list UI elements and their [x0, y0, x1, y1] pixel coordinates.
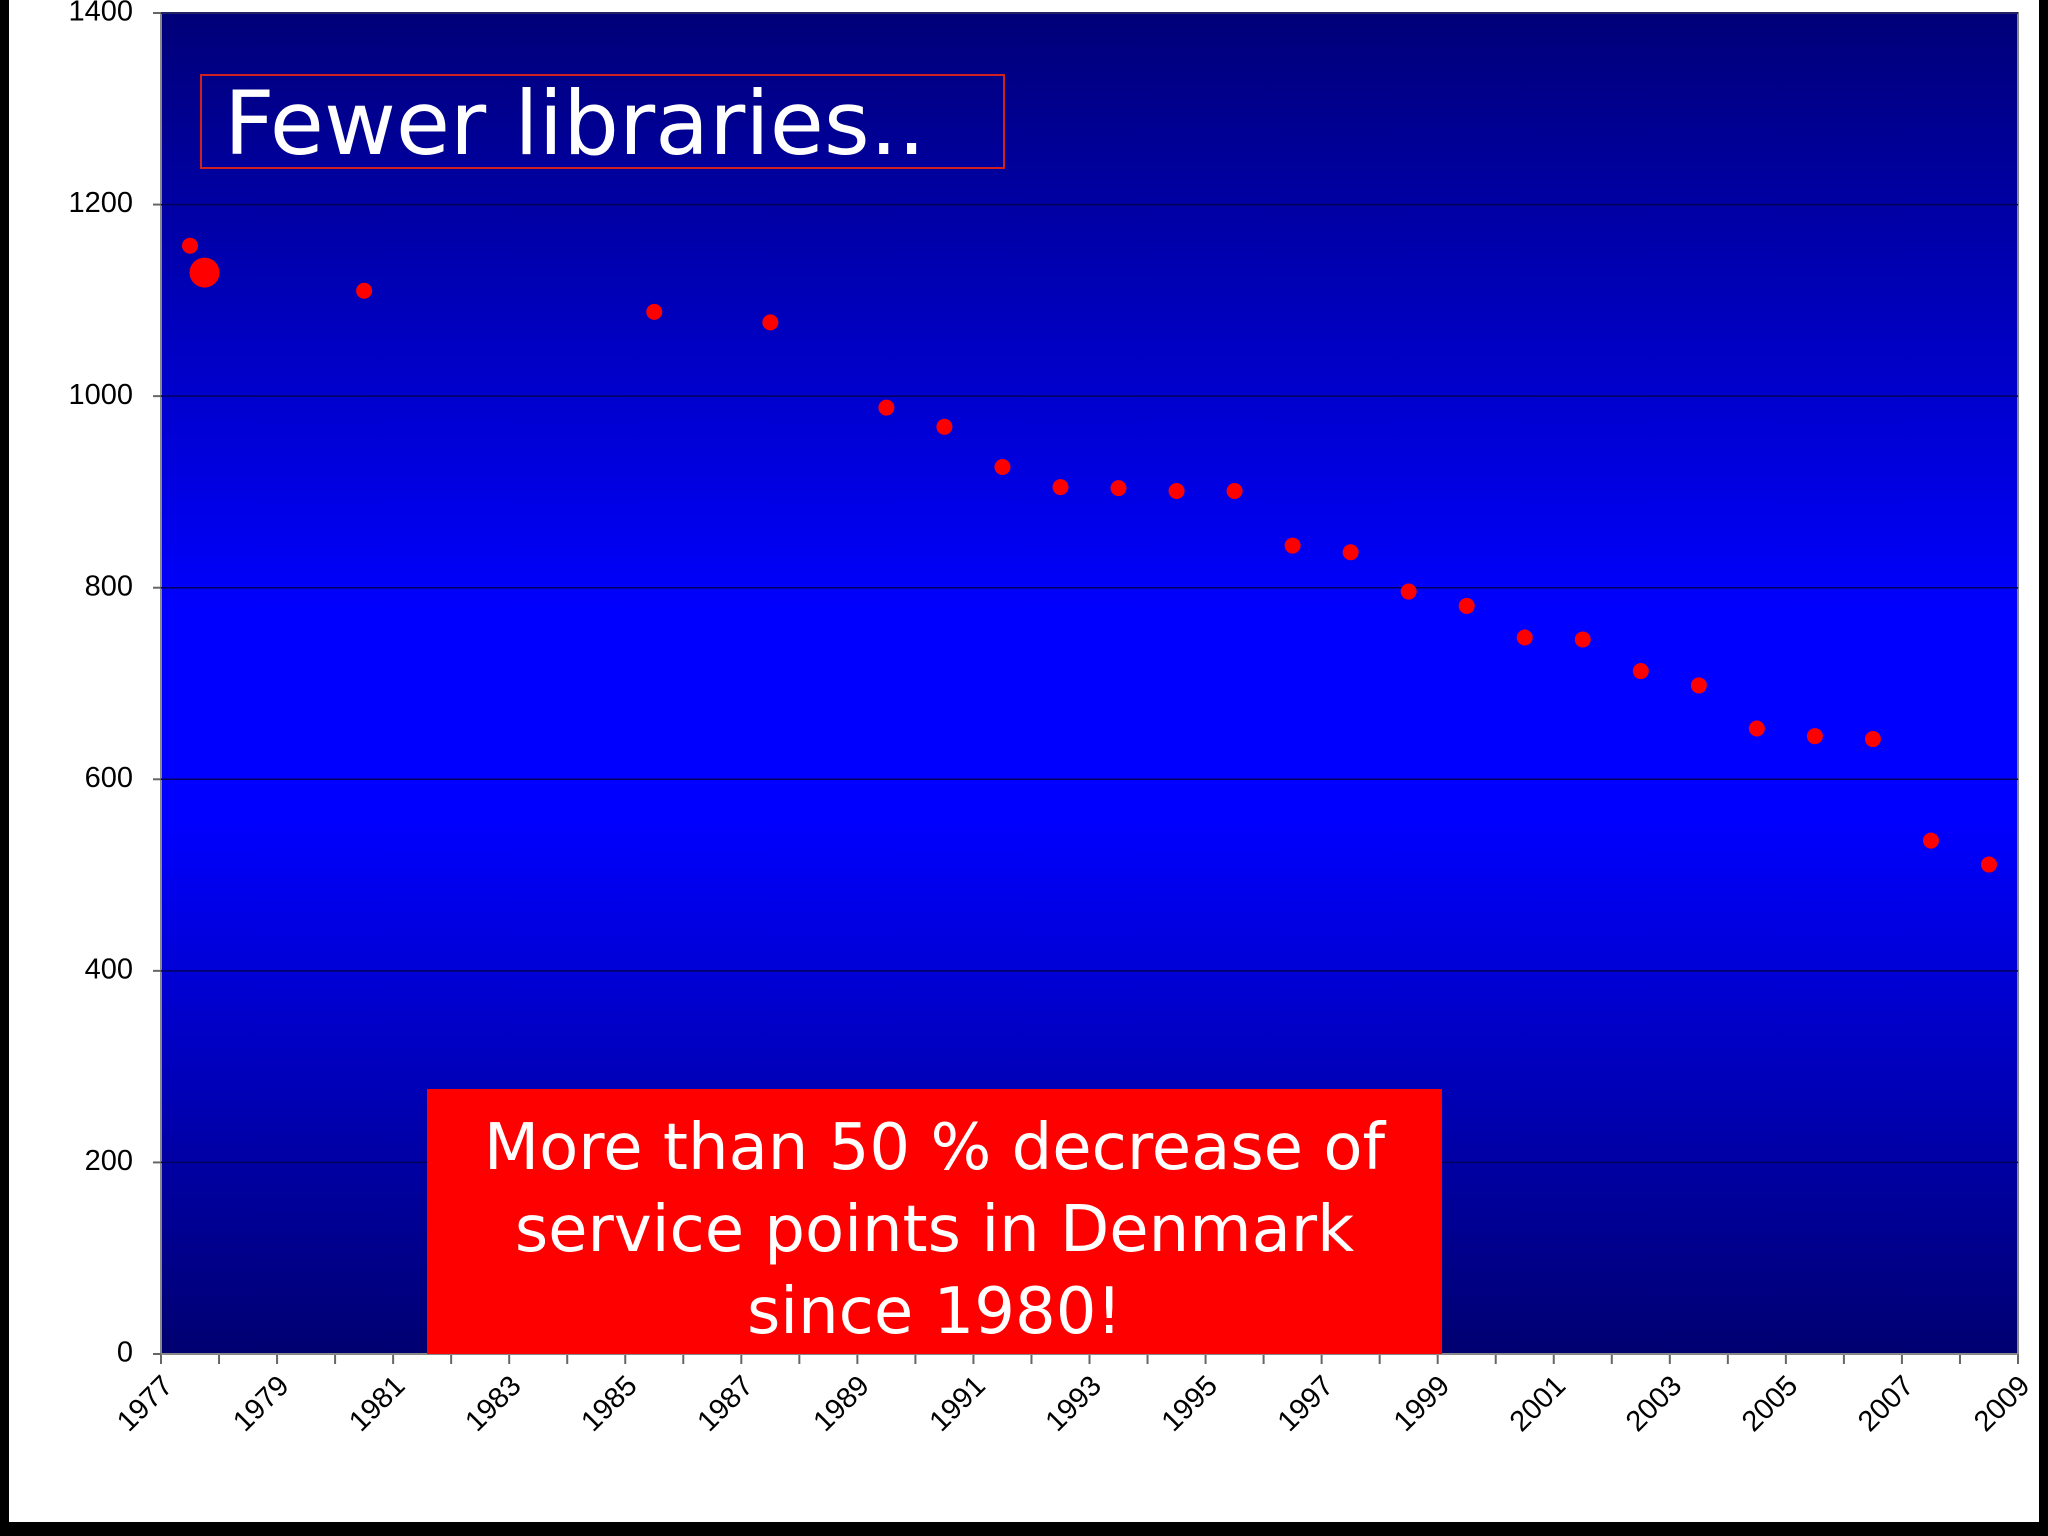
point — [994, 459, 1011, 476]
point — [1922, 832, 1939, 849]
frame-bottom — [0, 1522, 2048, 1536]
annotation: More than 50 % decrease of service point… — [427, 1089, 1442, 1354]
point — [1400, 583, 1417, 600]
x-tick-label: 2003 — [1620, 1370, 1688, 1438]
point — [189, 257, 220, 288]
x-tick-label: 1999 — [1388, 1370, 1456, 1438]
frame-left — [0, 0, 9, 1536]
point — [1458, 597, 1475, 614]
x-tick-label: 2009 — [1968, 1370, 2036, 1438]
x-tick-label: 1983 — [459, 1370, 527, 1438]
point — [878, 399, 895, 416]
y-tick-label: 0 — [117, 1337, 133, 1369]
x-tick-label: 1993 — [1040, 1370, 1108, 1438]
x-tick-label: 1989 — [807, 1370, 875, 1438]
point — [936, 418, 953, 435]
point — [1110, 480, 1127, 497]
point — [762, 314, 779, 331]
x-tick-label: 1997 — [1272, 1370, 1340, 1438]
x-tick-label: 1979 — [227, 1370, 295, 1438]
point — [1806, 728, 1823, 745]
frame-right — [2039, 0, 2048, 1536]
x-tick-label: 2007 — [1852, 1370, 1920, 1438]
x-tick-label: 2005 — [1736, 1370, 1804, 1438]
point — [1226, 482, 1243, 499]
y-tick-label: 800 — [85, 570, 133, 602]
y-tick-label: 400 — [85, 954, 133, 986]
point — [1516, 629, 1533, 646]
x-tick-label: 2001 — [1504, 1370, 1572, 1438]
point — [356, 282, 373, 299]
point — [1690, 677, 1707, 694]
chart-title: Fewer libraries.. — [200, 74, 1005, 171]
point — [1748, 720, 1765, 737]
point — [1052, 479, 1069, 496]
x-tick-label: 1991 — [924, 1370, 992, 1438]
y-tick-label: 200 — [85, 1145, 133, 1177]
point — [1574, 631, 1591, 648]
point — [1864, 731, 1881, 748]
x-tick-label: 1987 — [691, 1370, 759, 1438]
y-tick-label: 1200 — [68, 187, 133, 219]
point — [1168, 482, 1185, 499]
point — [1284, 537, 1301, 554]
y-tick-label: 1400 — [68, 0, 133, 28]
x-tick-label: 1985 — [575, 1370, 643, 1438]
x-tick-label: 1981 — [343, 1370, 411, 1438]
point — [1632, 663, 1649, 680]
y-tick-label: 1000 — [68, 379, 133, 411]
point — [1980, 856, 1997, 873]
point — [182, 237, 199, 254]
x-tick-label: 1995 — [1156, 1370, 1224, 1438]
x-tick-label: 1977 — [111, 1370, 179, 1438]
y-tick-label: 600 — [85, 762, 133, 794]
point — [1342, 544, 1359, 561]
point — [646, 303, 663, 320]
